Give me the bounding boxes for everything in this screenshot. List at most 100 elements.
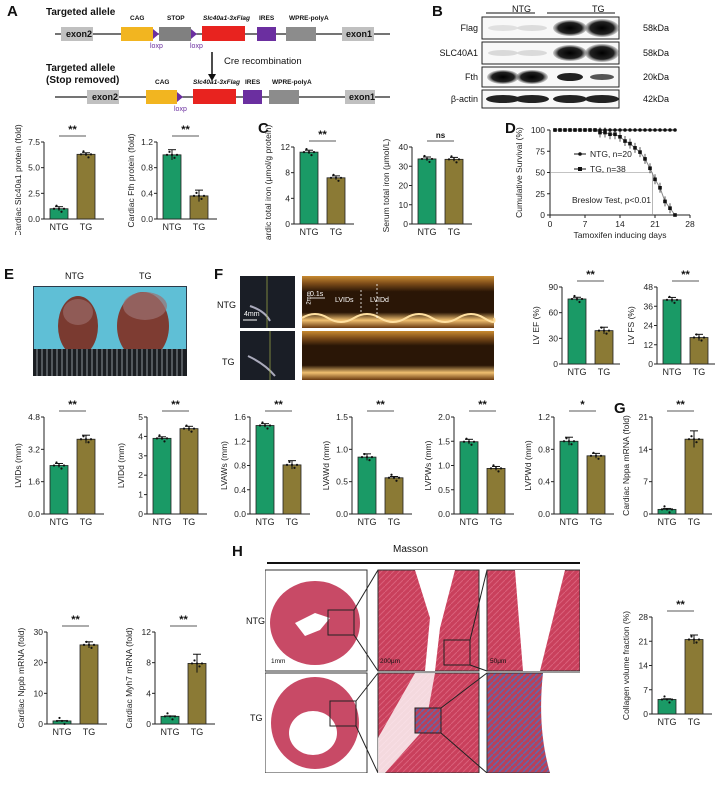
- cag-label-bottom: CAG: [155, 79, 170, 86]
- svg-text:Cardiac Fth protein (fold): Cardiac Fth protein (fold): [126, 133, 136, 227]
- svg-text:0: 0: [540, 210, 545, 220]
- kda-flag: 58kDa: [643, 23, 670, 33]
- svg-text:0.5: 0.5: [336, 477, 348, 487]
- echo-row-tg: TG: [222, 357, 235, 367]
- chart-fth-protein: 0.0 0.4 0.8 1.2 Cardiac Fth protein (fold) NT…: [125, 120, 225, 235]
- svg-text:NTG: NTG: [560, 517, 579, 527]
- svg-text:4: 4: [146, 688, 151, 698]
- wpre-label-bottom: WPRE-polyA: [272, 79, 312, 86]
- svg-text:**: **: [181, 124, 190, 136]
- cag-label-top: CAG: [130, 15, 145, 22]
- svg-text:0.0: 0.0: [141, 214, 153, 224]
- svg-text:Cardiac Nppb mRNA (fold): Cardiac Nppb mRNA (fold): [16, 628, 26, 729]
- lvaws-plot: 0.0 0.4 0.8 1.2 1.6 LVAWs (mm) NTG TG **: [219, 399, 310, 527]
- svg-text:30: 30: [34, 627, 44, 637]
- svg-text:TG: TG: [83, 727, 96, 737]
- svg-text:TG: TG: [80, 517, 93, 527]
- allele-title-top: Targeted allele: [46, 7, 116, 18]
- svg-text:20: 20: [34, 658, 44, 668]
- svg-text:TG: TG: [448, 227, 461, 237]
- svg-text:0.5: 0.5: [438, 485, 450, 495]
- svg-text:Collagen volume fraction (%): Collagen volume fraction (%): [621, 611, 631, 720]
- svg-text:NTG: NTG: [50, 517, 69, 527]
- svg-text:100: 100: [531, 125, 545, 135]
- svg-text:25: 25: [536, 189, 546, 199]
- scale-2mm: 2mm: [306, 291, 313, 305]
- svg-text:24: 24: [644, 321, 654, 331]
- svg-text:LVAWd (mm): LVAWd (mm): [321, 441, 331, 491]
- svg-text:4.8: 4.8: [28, 412, 40, 422]
- nppa_mrna-plot: 0 7 14 21 Cardiac Nppa mRNA (fold) NTG TG **: [621, 399, 712, 527]
- svg-text:TG: TG: [193, 222, 206, 232]
- svg-text:0.8: 0.8: [141, 163, 153, 173]
- svg-text:28: 28: [685, 219, 695, 229]
- lv_fs-plot: 0 12 24 36 48 LV FS (%) NTG TG **: [626, 269, 715, 377]
- chart-lvaws: 0.0 0.4 0.8 1.2 1.6 LVAWs (mm) NTG TG **: [218, 395, 318, 530]
- chart-slc40a1-protein: 0.0 2.5 5.0 7.5 Cardiac Slc40a1 protein (fol…: [12, 120, 112, 237]
- chart-lvids: 0.0 1.6 3.2 4.8 LVIDs (mm) NTG TG **: [12, 395, 112, 530]
- svg-text:0.4: 0.4: [538, 477, 550, 487]
- svg-text:40: 40: [399, 142, 409, 152]
- svg-text:12: 12: [281, 142, 291, 152]
- scale-4mm: 4mm: [244, 311, 260, 318]
- svg-text:1.6: 1.6: [28, 477, 40, 487]
- svg-text:60: 60: [549, 308, 559, 318]
- panel-label-d: D: [505, 120, 516, 137]
- exon2-box: [61, 27, 93, 41]
- panel-label-g: G: [614, 400, 626, 417]
- panel-label-b: B: [432, 3, 443, 20]
- svg-text:TG: TG: [286, 517, 299, 527]
- allele-title-bottom-2: (Stop removed): [46, 75, 120, 86]
- svg-text:3: 3: [138, 451, 143, 461]
- svg-text:TG: TG: [490, 517, 503, 527]
- svg-text:0.0: 0.0: [28, 509, 40, 519]
- svg-text:12: 12: [142, 627, 152, 637]
- allele-title-bottom-1: Targeted allele: [46, 63, 116, 74]
- masson-scale-50um: 50μm: [490, 658, 507, 665]
- svg-text:1.0: 1.0: [336, 444, 348, 454]
- chart-nppb-mrna: 0 10 20 30 Cardiac Nppb mRNA (fold) NTG TG **: [15, 610, 115, 740]
- slc40a1_protein-plot: 0.0 2.5 5.0 7.5 Cardiac Slc40a1 protein (fol…: [13, 124, 104, 237]
- kda-slc40a1: 58kDa: [643, 48, 670, 58]
- svg-text:5: 5: [138, 412, 143, 422]
- lv_ef-plot: 0 30 60 90 LV EF (%) NTG TG **: [531, 269, 622, 377]
- lvids-plot: 0.0 1.6 3.2 4.8 LVIDs (mm) NTG TG **: [13, 399, 104, 527]
- svg-text:1.2: 1.2: [141, 137, 153, 147]
- svg-text:21: 21: [639, 412, 649, 422]
- exon1-label-bottom: exon1: [349, 92, 376, 102]
- chart-lv-ef: 0 30 60 90 LV EF (%) NTG TG **: [530, 265, 622, 380]
- chart-lvidd: 0 1 2 3 4 5 LVIDd (mm) NTG TG **: [115, 395, 215, 530]
- masson-title: Masson: [393, 544, 429, 555]
- blot-row-slc40a1: SLC40A1: [439, 48, 478, 58]
- svg-text:LVAWs (mm): LVAWs (mm): [219, 441, 229, 490]
- svg-text:0.4: 0.4: [141, 188, 153, 198]
- svg-text:**: **: [676, 599, 685, 611]
- kda-fth: 20kDa: [643, 72, 670, 82]
- svg-text:**: **: [478, 399, 487, 411]
- svg-text:Breslow Test, p<0.01: Breslow Test, p<0.01: [572, 195, 651, 205]
- panel-label-h: H: [232, 543, 243, 560]
- svg-text:Tamoxifen inducing days: Tamoxifen inducing days: [573, 230, 666, 240]
- svg-text:TG: TG: [191, 727, 204, 737]
- svg-text:36: 36: [644, 301, 654, 311]
- svg-text:1.6: 1.6: [234, 412, 246, 422]
- chart-collagen: 0 7 14 21 28 Collagen volume fraction (%) NTG T…: [620, 595, 715, 730]
- svg-text:14: 14: [639, 661, 649, 671]
- lvpwd-plot: 0.0 0.4 0.8 1.2 LVPWd (mm) NTG TG *: [523, 399, 614, 527]
- svg-text:**: **: [68, 124, 77, 136]
- lvids-marker: LVIDs: [335, 297, 354, 304]
- svg-text:NTG: NTG: [53, 727, 72, 737]
- wpre-label-top: WPRE-polyA: [289, 15, 329, 22]
- svg-text:Cardiac Slc40a1 protein (fold): Cardiac Slc40a1 protein (fold): [13, 124, 23, 235]
- photo-label-ntg: NTG: [65, 271, 84, 281]
- svg-text:0: 0: [146, 719, 151, 729]
- svg-text:*: *: [580, 399, 585, 411]
- svg-text:LVPWd (mm): LVPWd (mm): [523, 440, 533, 491]
- svg-text:30: 30: [399, 161, 409, 171]
- panel-label-a: A: [7, 3, 18, 20]
- svg-text:**: **: [179, 614, 188, 626]
- svg-text:NTG: NTG: [418, 227, 437, 237]
- svg-text:**: **: [274, 399, 283, 411]
- svg-text:0: 0: [648, 359, 653, 369]
- svg-text:1.5: 1.5: [438, 436, 450, 446]
